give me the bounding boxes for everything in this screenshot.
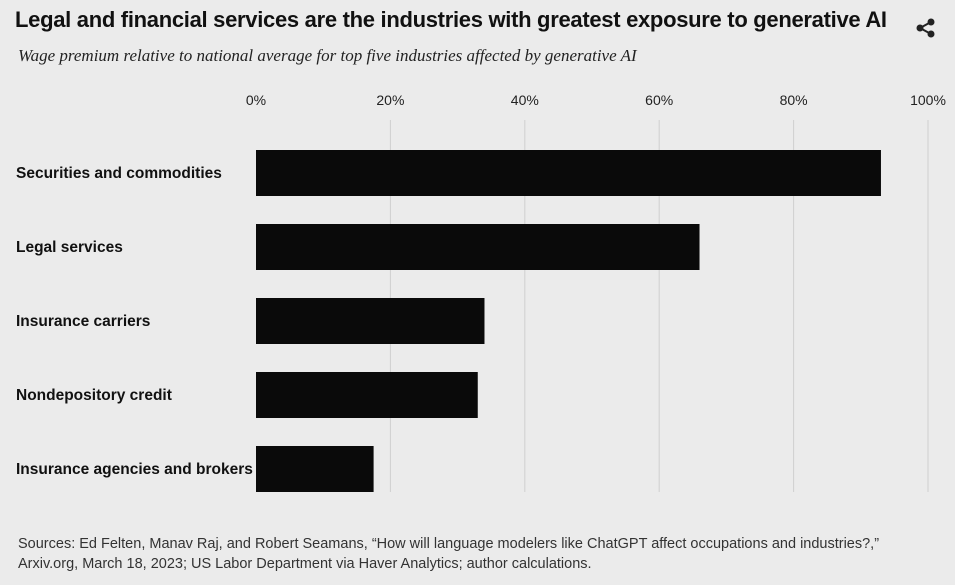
chart-subtitle: Wage premium relative to national averag… [18,46,637,65]
source-note: Sources: Ed Felten, Manav Raj, and Rober… [18,536,880,572]
share-icon-graphic [916,18,935,38]
bar [256,150,881,196]
x-tick-label: 0% [246,92,266,108]
x-tick-label: 100% [910,92,946,108]
x-tick-label: 60% [645,92,673,108]
share-icon[interactable] [912,14,940,42]
x-tick-label: 40% [511,92,539,108]
category-label: Nondepository credit [16,387,172,404]
x-tick-label: 20% [376,92,404,108]
category-label: Insurance carriers [16,313,150,330]
bar [256,224,700,270]
category-label: Insurance agencies and brokers [16,461,253,478]
x-tick-label: 80% [780,92,808,108]
category-label: Legal services [16,239,123,256]
bar-chart: 0% 20% 40% 60% 80% 100% Securities and commodi… [16,92,946,492]
bar [256,372,478,418]
category-label: Securities and commodities [16,165,222,182]
bar [256,298,485,344]
bar [256,446,374,492]
chart-title: Legal and financial services are the ind… [15,7,887,32]
